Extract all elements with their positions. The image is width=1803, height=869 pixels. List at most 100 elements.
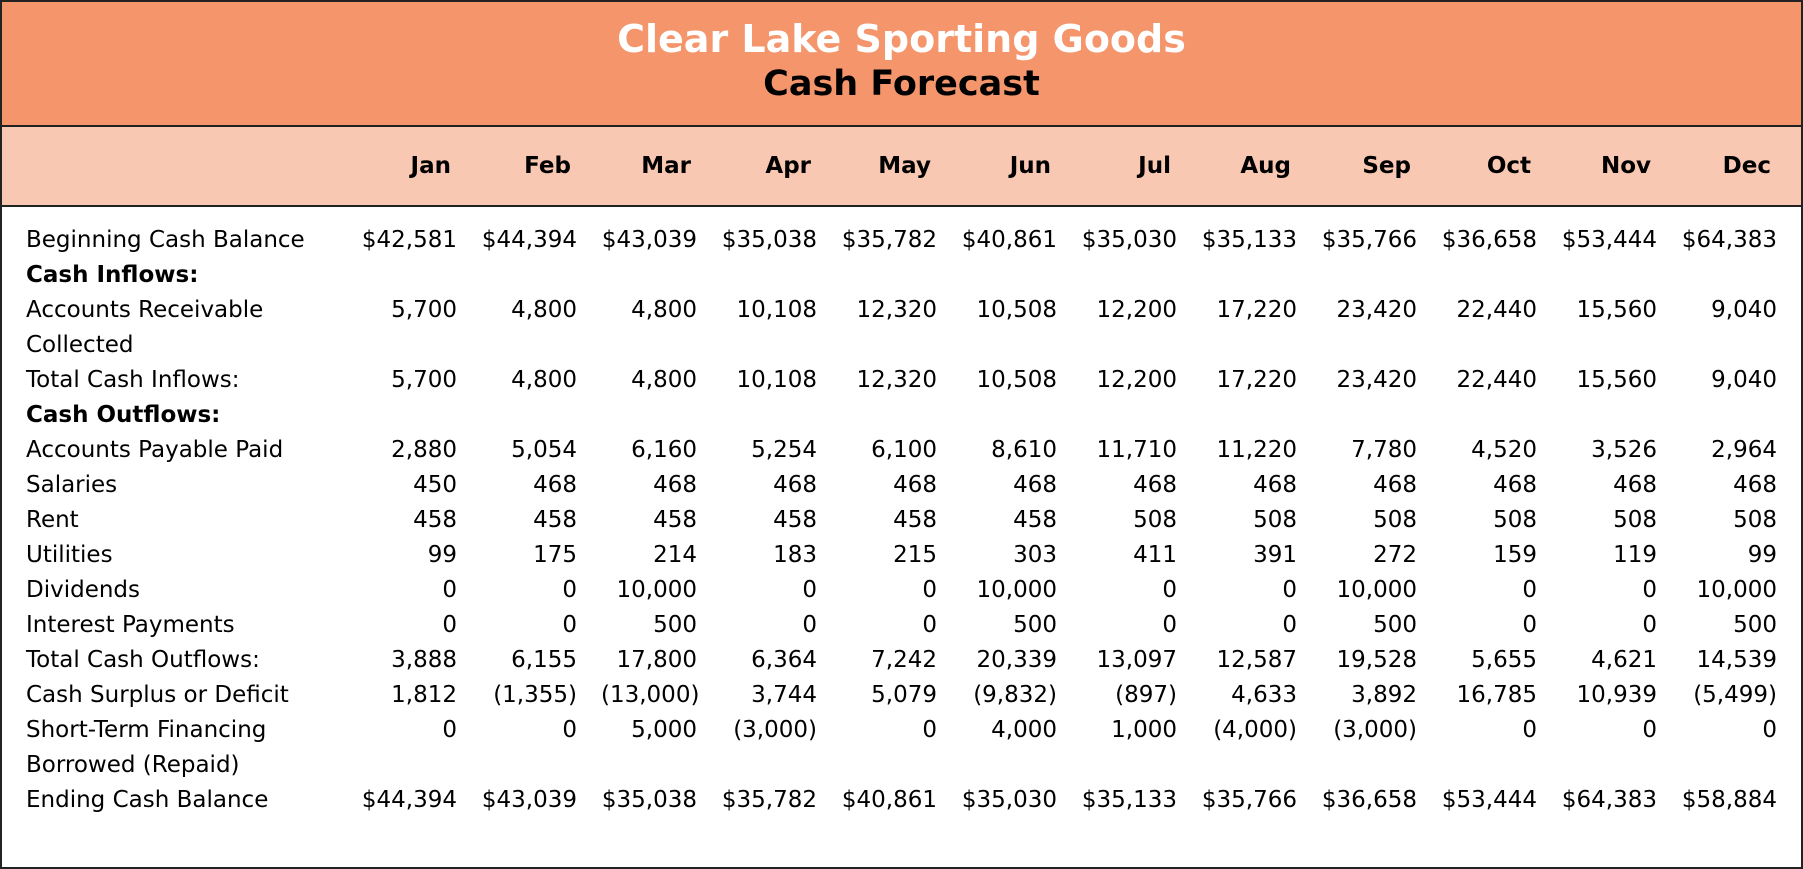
cell: 20,339: [976, 647, 1057, 673]
cell: 3,892: [1351, 682, 1417, 708]
cell: 9,040: [1711, 367, 1777, 393]
cell: 0: [1282, 612, 1297, 638]
cell: 272: [1373, 542, 1417, 568]
cell: 99: [427, 542, 457, 568]
cell: 4,800: [511, 297, 577, 323]
column-header: Jun: [961, 127, 1081, 207]
cell: 458: [773, 507, 817, 533]
cell: $35,133: [1081, 787, 1177, 813]
cell: 175: [533, 542, 577, 568]
cell: $43,039: [601, 227, 697, 253]
cell: 468: [1013, 472, 1057, 498]
cell: [961, 398, 1081, 433]
column-header: Dec: [1681, 127, 1801, 207]
cell: 12,320: [856, 367, 937, 393]
cell: 7,242: [871, 647, 937, 673]
cell: $44,394: [361, 787, 457, 813]
cell: $35,766: [1201, 787, 1297, 813]
row: Accounts Receivable Collected 5,700 4,800 4…: [2, 293, 1801, 363]
row: Ending Cash Balance $44,394 $43,039 $35,038…: [2, 783, 1801, 818]
cell: 1,812: [391, 682, 457, 708]
cell: 23,420: [1336, 297, 1417, 323]
cell: [1321, 398, 1441, 433]
row-label-cell: Beginning Cash Balance: [2, 206, 361, 258]
cell: 16,785: [1456, 682, 1537, 708]
cell: 10,000: [616, 577, 697, 603]
cell: 5,700: [391, 297, 457, 323]
cell: [841, 258, 961, 293]
cell: (897): [1115, 682, 1177, 708]
column-header: Sep: [1321, 127, 1441, 207]
cell: 4,800: [631, 297, 697, 323]
cell: 10,939: [1576, 682, 1657, 708]
cell: 0: [562, 612, 577, 638]
cell: 0: [1642, 717, 1657, 743]
row-label-cell: Total Cash Inflows:: [2, 363, 361, 398]
row: Cash Inflows:: [2, 258, 1801, 293]
cell: 1,000: [1111, 717, 1177, 743]
cell: 468: [1133, 472, 1177, 498]
row-label-cell: Cash Inflows:: [2, 258, 361, 293]
cell: $35,133: [1201, 227, 1297, 253]
cell: 6,160: [631, 437, 697, 463]
cell: 22,440: [1456, 297, 1537, 323]
cell: 215: [893, 542, 937, 568]
cell: $64,383: [1681, 227, 1777, 253]
cell: 23,420: [1336, 367, 1417, 393]
cell: 17,220: [1216, 297, 1297, 323]
cell: 10,108: [736, 367, 817, 393]
row: Dividends 0 0 10,000 0 0 10,000 0 0 10,000 0 0 10,00…: [2, 573, 1801, 608]
cell: [1081, 258, 1201, 293]
cell: $35,038: [601, 787, 697, 813]
column-header: Feb: [481, 127, 601, 207]
cell: 468: [773, 472, 817, 498]
cell: 0: [442, 612, 457, 638]
row-label-cell: Cash Outflows:: [2, 398, 361, 433]
cell: 391: [1253, 542, 1297, 568]
cell: [1321, 258, 1441, 293]
cell: 17,800: [616, 647, 697, 673]
column-header: Jan: [361, 127, 481, 207]
cell: 13,097: [1096, 647, 1177, 673]
cell: 10,508: [976, 297, 1057, 323]
cell: $35,782: [721, 787, 817, 813]
row: Accounts Payable Paid 2,880 5,054 6,160 5,25…: [2, 433, 1801, 468]
cell: 22,440: [1456, 367, 1537, 393]
cell: 10,108: [736, 297, 817, 323]
cell: $35,766: [1321, 227, 1417, 253]
row: Salaries 450 468 468 468 468 468 468 468 468 468 46…: [2, 468, 1801, 503]
cell: 0: [1162, 612, 1177, 638]
cell: 0: [1162, 577, 1177, 603]
cell: 4,520: [1471, 437, 1537, 463]
cell: 5,000: [631, 717, 697, 743]
cell: 5,655: [1471, 647, 1537, 673]
cell: [961, 258, 1081, 293]
cell: $53,444: [1441, 787, 1537, 813]
cell: $35,038: [721, 227, 817, 253]
cell: 458: [653, 507, 697, 533]
cell: $53,444: [1561, 227, 1657, 253]
cell: [1441, 398, 1561, 433]
column-header: Jul: [1081, 127, 1201, 207]
cell: 214: [653, 542, 697, 568]
cell: [1201, 398, 1321, 433]
row: Cash Outflows:: [2, 398, 1801, 433]
cell: 4,800: [631, 367, 697, 393]
row-label-cell: Dividends: [2, 573, 361, 608]
cell: [1561, 258, 1681, 293]
row-label-cell: Accounts Receivable Collected: [2, 293, 361, 363]
column-header: Aug: [1201, 127, 1321, 207]
row: Total Cash Outflows: 3,888 6,155 17,800 6,36…: [2, 643, 1801, 678]
row: Total Cash Inflows: 5,700 4,800 4,800 10,108…: [2, 363, 1801, 398]
row-label-cell: Salaries: [2, 468, 361, 503]
row-label-cell: Total Cash Outflows:: [2, 643, 361, 678]
cell: 15,560: [1576, 367, 1657, 393]
row-label: Interest Payments: [26, 612, 235, 638]
cell: 10,508: [976, 367, 1057, 393]
cell: 508: [1373, 507, 1417, 533]
cell: [1441, 258, 1561, 293]
row-label: Ending Cash Balance: [26, 787, 269, 813]
cell: 468: [653, 472, 697, 498]
cell: $64,383: [1561, 787, 1657, 813]
